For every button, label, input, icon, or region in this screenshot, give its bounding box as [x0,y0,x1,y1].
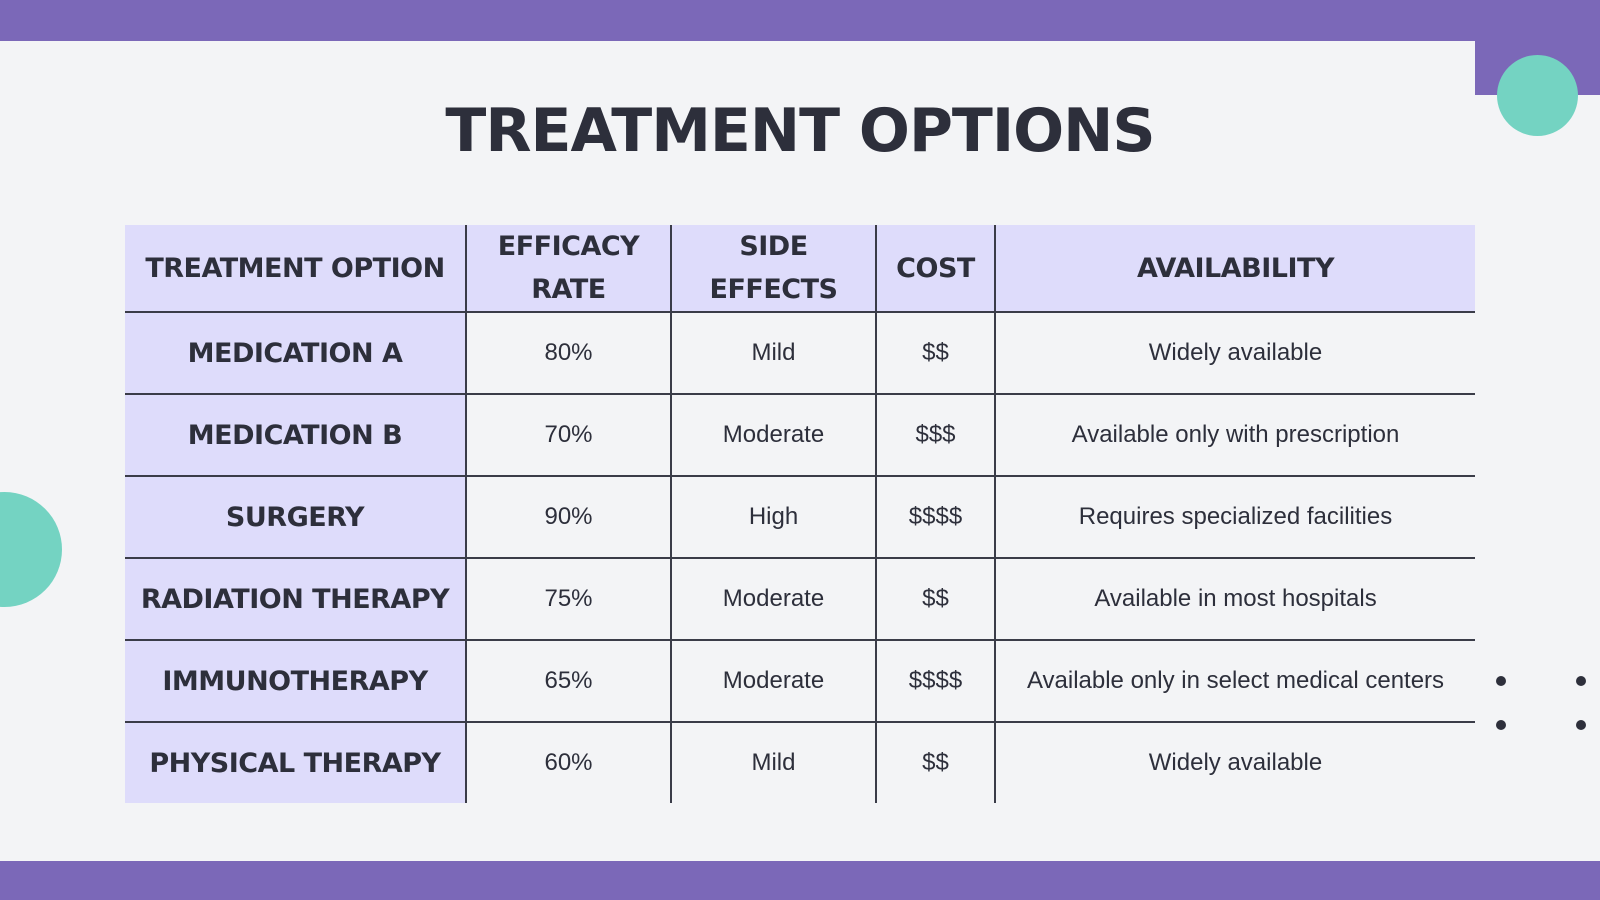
slide-title: TREATMENT OPTIONS [445,96,1155,166]
efficacy-cell: 75% [465,558,671,641]
availability-cell: Available only in select medical centers [994,640,1475,723]
cost-cell: $$ [875,312,995,395]
treatment-options-table: TREATMENT OPTION EFFICACY RATE SIDE EFFE… [125,225,1475,803]
side-effects-cell: Moderate [670,558,876,641]
efficacy-cell: 70% [465,394,671,477]
side-effects-cell: High [670,476,876,559]
decorative-dot [1496,720,1506,730]
content-panel-bottom [125,800,1600,861]
cost-cell: $$ [875,558,995,641]
column-header-availability: AVAILABILITY [994,225,1475,313]
column-header-treatment-option: TREATMENT OPTION [125,225,466,313]
table-row: IMMUNOTHERAPY 65% Moderate $$$$ Availabl… [125,640,1475,723]
table-row: MEDICATION A 80% Mild $$ Widely availabl… [125,312,1475,395]
decorative-circle-top-right [1497,55,1578,136]
table-row: SURGERY 90% High $$$$ Requires specializ… [125,476,1475,559]
treatment-name-cell: RADIATION THERAPY [125,558,466,641]
side-effects-cell: Moderate [670,640,876,723]
cost-cell: $$$$ [875,476,995,559]
decorative-dot [1576,720,1586,730]
efficacy-cell: 65% [465,640,671,723]
decorative-dot [1496,676,1506,686]
decorative-dot [1576,676,1586,686]
treatment-name-cell: IMMUNOTHERAPY [125,640,466,723]
side-effects-cell: Moderate [670,394,876,477]
availability-cell: Widely available [994,722,1475,803]
treatment-name-cell: MEDICATION B [125,394,466,477]
availability-cell: Available in most hospitals [994,558,1475,641]
efficacy-cell: 90% [465,476,671,559]
column-header-side-effects: SIDE EFFECTS [670,225,876,313]
efficacy-cell: 60% [465,722,671,803]
table-row: RADIATION THERAPY 75% Moderate $$ Availa… [125,558,1475,641]
efficacy-cell: 80% [465,312,671,395]
cost-cell: $$$$ [875,640,995,723]
column-header-efficacy-rate: EFFICACY RATE [465,225,671,313]
availability-cell: Requires specialized facilities [994,476,1475,559]
table-row: MEDICATION B 70% Moderate $$$ Available … [125,394,1475,477]
column-header-cost: COST [875,225,995,313]
table-row: PHYSICAL THERAPY 60% Mild $$ Widely avai… [125,722,1475,803]
content-panel-right [1474,95,1600,861]
table-header-row: TREATMENT OPTION EFFICACY RATE SIDE EFFE… [125,225,1475,313]
cost-cell: $$ [875,722,995,803]
side-effects-cell: Mild [670,312,876,395]
treatment-name-cell: MEDICATION A [125,312,466,395]
availability-cell: Widely available [994,312,1475,395]
cost-cell: $$$ [875,394,995,477]
availability-cell: Available only with prescription [994,394,1475,477]
treatment-name-cell: SURGERY [125,476,466,559]
treatment-name-cell: PHYSICAL THERAPY [125,722,466,803]
side-effects-cell: Mild [670,722,876,803]
